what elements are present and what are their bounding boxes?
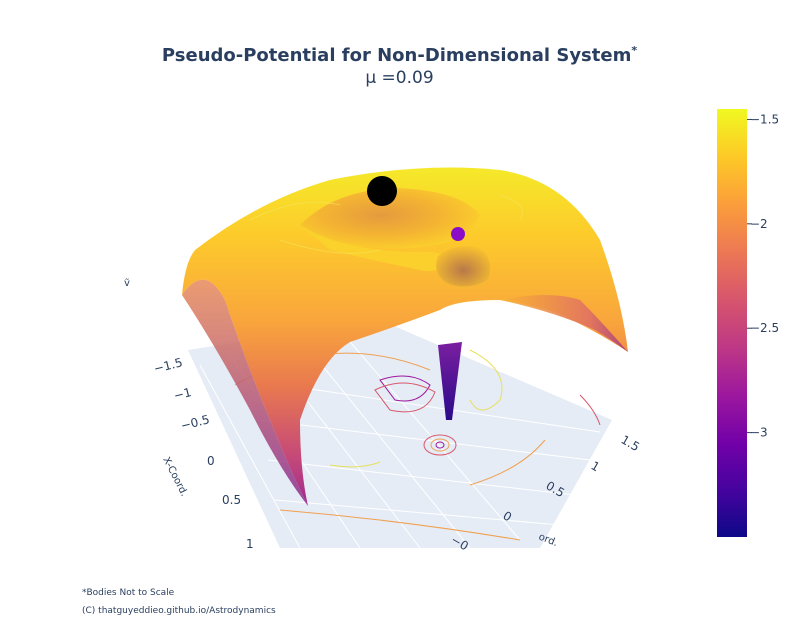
- z-axis-label: ṽ: [124, 278, 130, 289]
- x-tick: −1.5: [152, 355, 184, 376]
- potential-well-spike: [438, 342, 462, 420]
- secondary-well: [436, 246, 491, 287]
- y-tick: 1: [589, 458, 603, 474]
- primary-body-marker[interactable]: [367, 176, 397, 206]
- secondary-body-marker[interactable]: [451, 227, 465, 241]
- x-tick: 0: [207, 454, 215, 468]
- surface-right-edge: [500, 295, 628, 352]
- x-axis-title: X-Coord.: [160, 455, 189, 498]
- colorbar-tick-label: −1.5: [750, 112, 779, 126]
- x-axis-ticks: −1.5 −1 −0.5 0 0.5 1: [152, 355, 253, 551]
- saddle-ridge: [300, 225, 450, 272]
- colorbar-tick-label: −2: [750, 217, 768, 231]
- potential-bowl: [300, 188, 480, 249]
- footnote-credit[interactable]: (C) thatguyeddieo.github.io/Astrodynamic…: [82, 606, 276, 616]
- colorbar: [717, 109, 747, 537]
- y-tick: 1.5: [619, 432, 643, 454]
- title-asterisk: *: [631, 44, 638, 57]
- chart-title: Pseudo-Potential for Non-Dimensional Sys…: [161, 44, 638, 66]
- x-tick: 0.5: [222, 493, 241, 507]
- footnote-scale: *Bodies Not to Scale: [82, 588, 175, 598]
- colorbar-tick-label: −2.5: [750, 321, 779, 335]
- chart-subtitle: μ =0.09: [365, 68, 434, 88]
- floor-grid: [199, 329, 601, 549]
- x-tick: 1: [246, 537, 254, 551]
- colorbar-tick-label: −3: [750, 426, 768, 440]
- surface-left-flank: [182, 279, 308, 506]
- surface-contours: [249, 194, 523, 254]
- x-tick: −1: [172, 385, 193, 403]
- x-tick: −0.5: [179, 412, 211, 433]
- title-block: Pseudo-Potential for Non-Dimensional Sys…: [0, 44, 799, 88]
- potential-surface: [182, 167, 628, 507]
- colorbar-ticks: −1.5 −2 −2.5 −3: [747, 112, 779, 440]
